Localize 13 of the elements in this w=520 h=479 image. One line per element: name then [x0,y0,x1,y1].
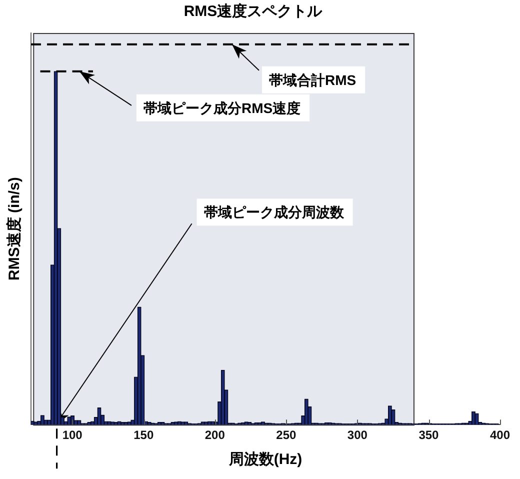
annotation: 帯域合計RMS [269,72,356,88]
x-tick-label: 100 [62,428,83,442]
chart-title: RMS速度スペクトル [184,2,324,20]
annotation: 帯域ピーク成分周波数 [204,204,345,220]
x-tick-label: 300 [347,428,368,442]
x-tick-label: 400 [490,428,510,442]
annotation: 帯域ピーク成分RMS速度 [143,100,301,116]
x-tick-label: 200 [204,428,226,442]
x-axis-title: 周波数(Hz) [228,451,302,468]
x-tick-label: 350 [418,428,440,442]
y-axis-title: RMS速度 (in/s) [5,177,24,280]
x-tick-label: 150 [134,428,154,442]
x-tick-label: 250 [276,428,296,442]
